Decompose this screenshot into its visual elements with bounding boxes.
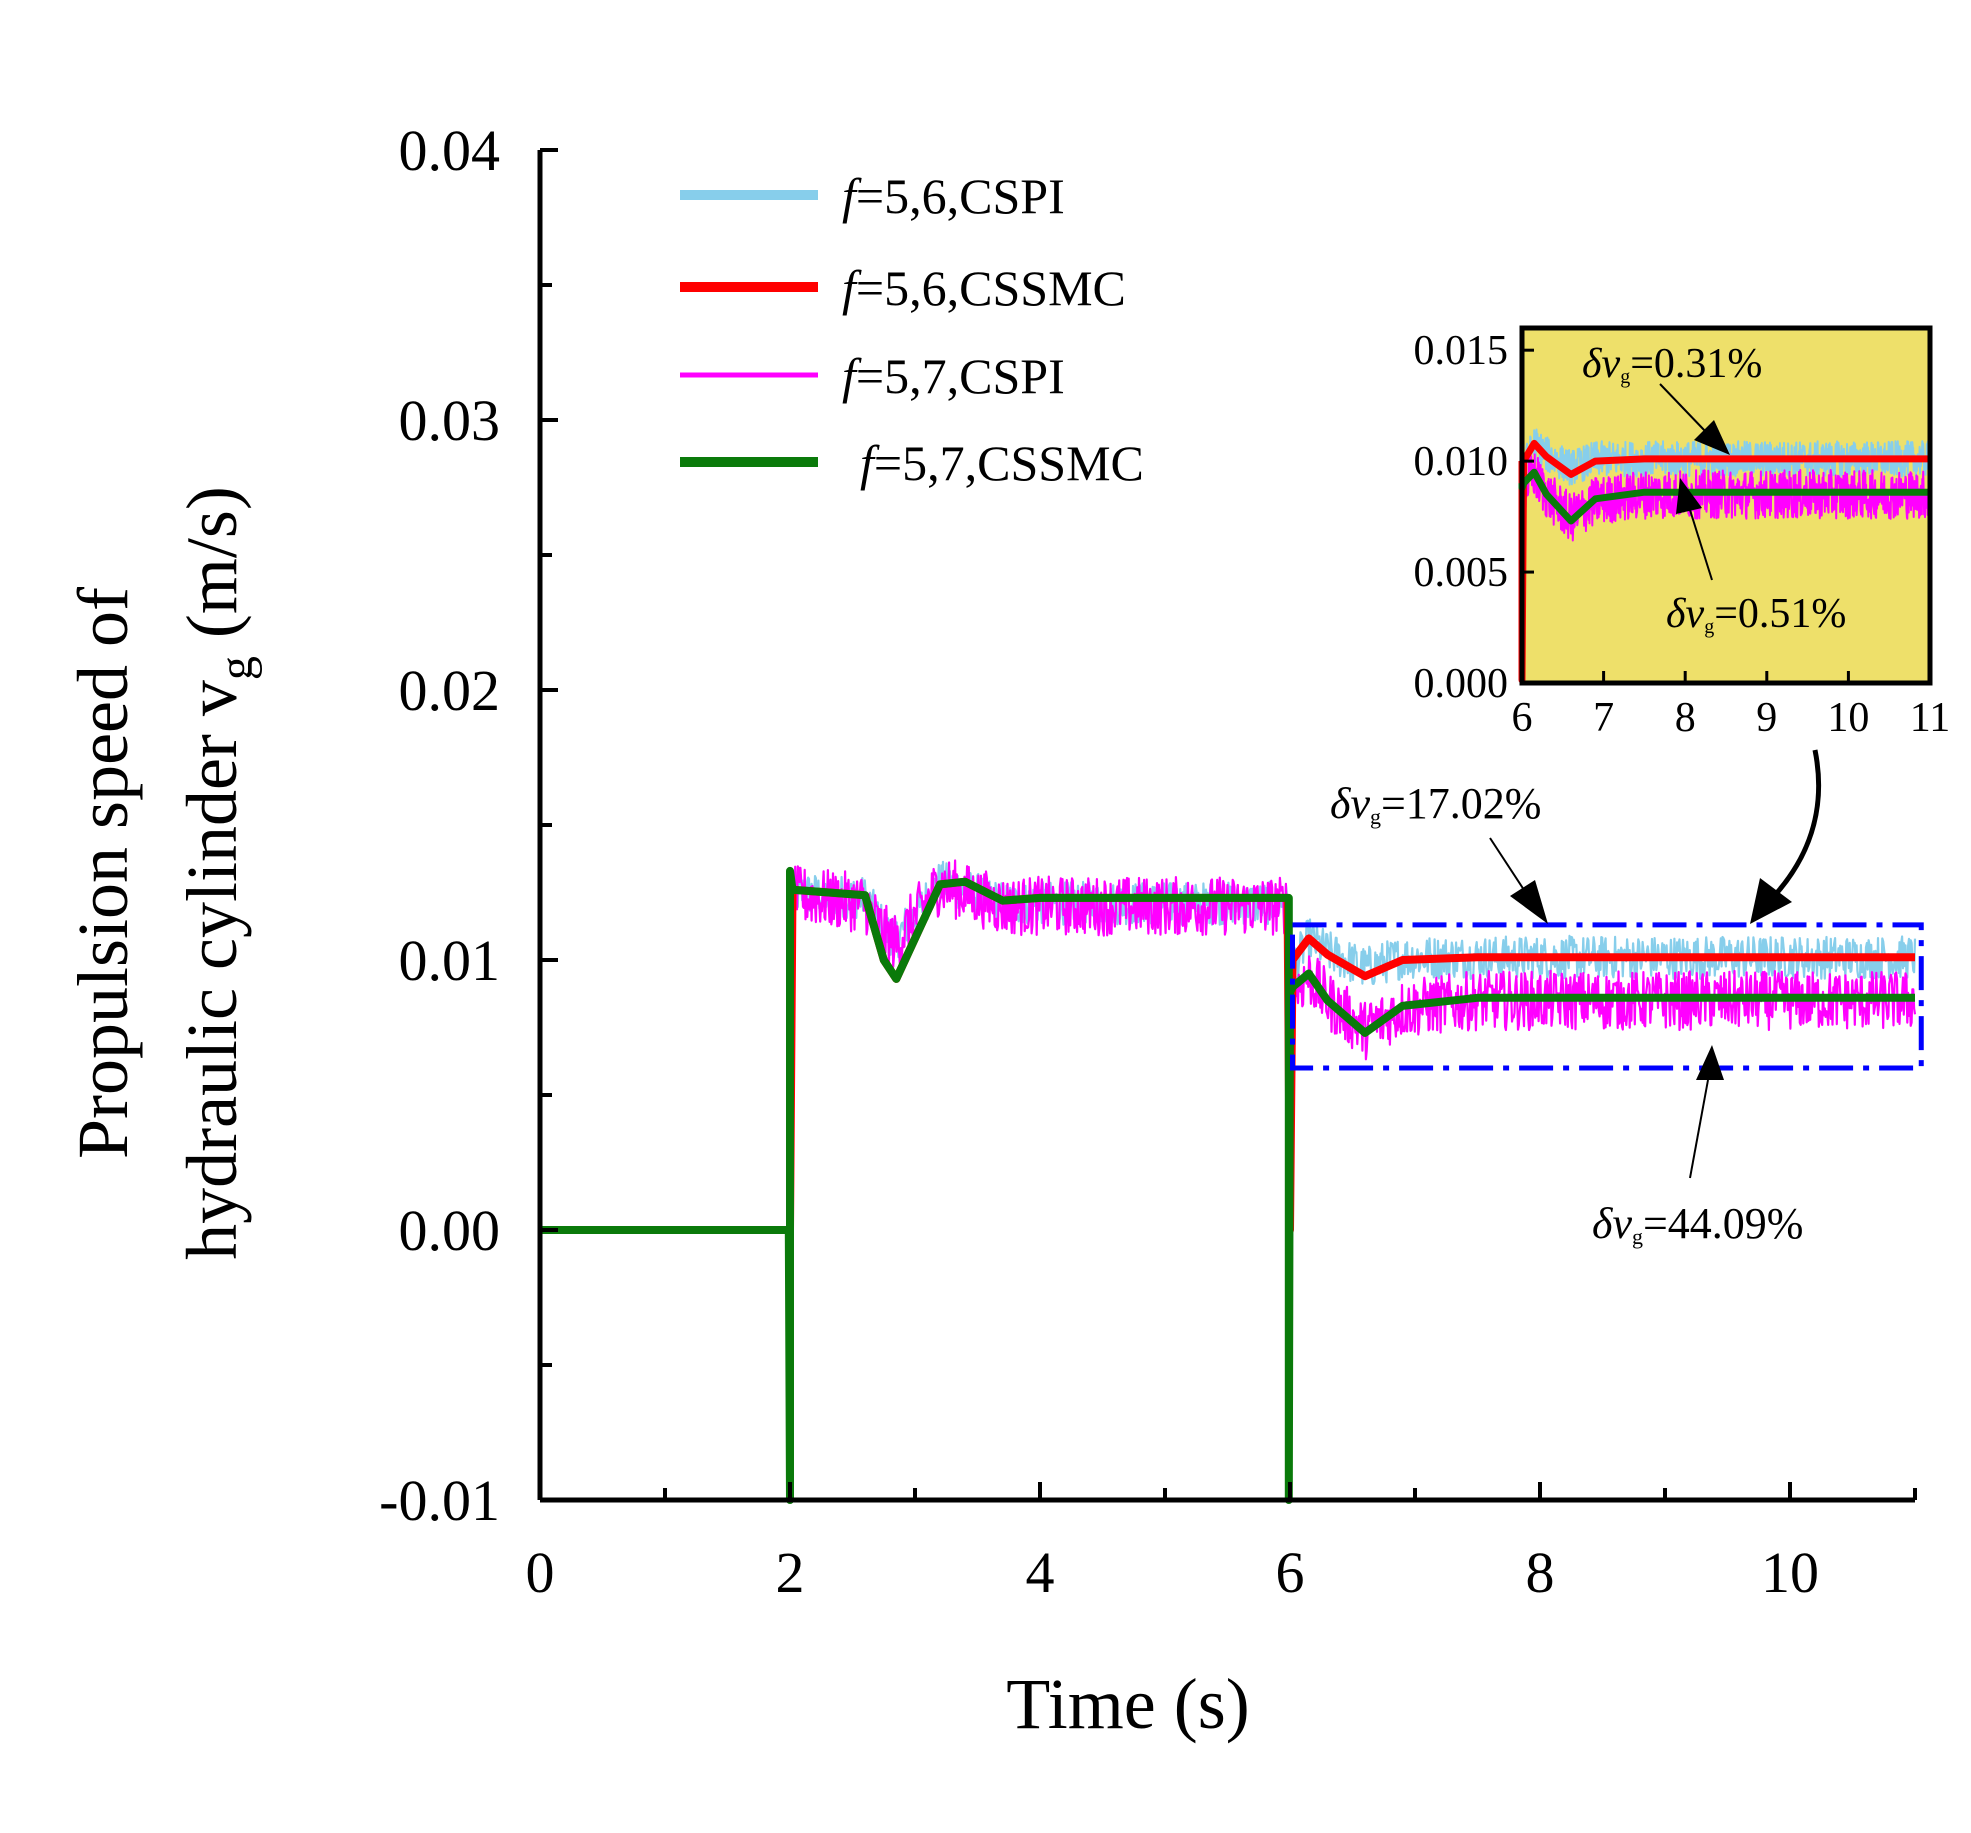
y-axis-title-line1: Propulsion speed of — [63, 587, 143, 1159]
legend-label-text: =5,6,CSPI — [856, 168, 1065, 224]
legend-label-f57-cspi: f=5,7,CSPI — [842, 348, 1065, 404]
annotation-value: =17.02% — [1381, 779, 1541, 828]
y-axis-title-main: hydraulic cylinder v — [172, 680, 252, 1260]
annotation-value: =44.09% — [1643, 1199, 1803, 1248]
annotation-value: =0.51% — [1714, 591, 1846, 637]
y-axis-title-subscript: g — [210, 656, 263, 680]
annotation-leader — [1659, 383, 1707, 433]
annotation-delta: δ — [1582, 341, 1603, 387]
inset-frame — [1519, 325, 1933, 686]
annotation-sub: g — [1632, 1224, 1643, 1249]
y-tick-label: 0.04 — [399, 118, 501, 183]
inset-y-tick-label: 0.010 — [1414, 439, 1509, 485]
inset-y-tick-label: 0.015 — [1414, 328, 1509, 374]
legend-label-f56-cspi: f=5,6,CSPI — [842, 168, 1065, 224]
legend: f=5,6,CSPI f=5,6,CSSMC f=5,7,CSPI f=5,7,… — [680, 168, 1144, 491]
inset-y-tick-group: 0.000 0.005 0.010 0.015 — [1414, 328, 1534, 707]
y-axis-title-line2: hydraulic cylinder vg (m/s) — [172, 486, 263, 1260]
inset-x-tick-group: 6 7 8 9 10 11 — [1512, 671, 1950, 741]
annotation-arrowhead — [1676, 478, 1702, 514]
annotation-v: v — [1686, 591, 1705, 637]
inset-x-tick-label: 7 — [1593, 695, 1614, 741]
legend-label-f57-cssmc: f=5,7,CSSMC — [860, 435, 1144, 491]
legend-label-text: =5,7,CSSMC — [874, 435, 1144, 491]
annotation-leader — [1489, 837, 1529, 897]
annotation-text: δvg=44.09% — [1592, 1199, 1803, 1249]
x-axis-title: Time (s) — [1006, 1664, 1249, 1744]
y-tick-label: 0.00 — [399, 1198, 501, 1263]
annotation-arrowhead — [1694, 420, 1730, 455]
inset-x-tick-label: 6 — [1512, 695, 1533, 741]
inset-x-tick-label: 8 — [1675, 695, 1696, 741]
legend-label-text: =5,6,CSSMC — [856, 260, 1126, 316]
x-tick-label: 10 — [1761, 1540, 1819, 1605]
zoom-callout-arrow — [1773, 749, 1822, 897]
inset-y-tick-label: 0.005 — [1414, 550, 1509, 596]
legend-label-f56-cssmc: f=5,6,CSSMC — [842, 260, 1126, 316]
annotation-leader — [1689, 1079, 1709, 1179]
annotation-text: δvg=0.31% — [1582, 341, 1762, 388]
y-tick-label: 0.02 — [399, 658, 501, 723]
annotation-v: v — [1612, 1199, 1632, 1248]
annotation-text: δvg=0.51% — [1666, 591, 1846, 638]
y-tick-label: -0.01 — [379, 1468, 500, 1533]
main-series-layer — [539, 859, 1917, 1504]
annotation-value: =0.31% — [1630, 341, 1762, 387]
annotation-delta: δ — [1592, 1199, 1614, 1248]
x-tick-label: 4 — [1026, 1540, 1055, 1605]
annotation-v: v — [1602, 341, 1621, 387]
annotation-v: v — [1350, 779, 1370, 828]
annotation-sub: g — [1704, 616, 1714, 638]
annotation-leader — [1689, 509, 1713, 581]
annotation-arrowhead — [1510, 880, 1548, 924]
inset-annotation-deviation-051: δvg=0.51% — [1666, 478, 1846, 638]
series-line — [540, 866, 1915, 1504]
inset-annotation-deviation-031: δvg=0.31% — [1582, 341, 1762, 455]
x-tick-group: 0 2 4 6 8 10 — [526, 1482, 1917, 1605]
x-tick-label: 8 — [1526, 1540, 1555, 1605]
annotation-delta: δ — [1330, 779, 1352, 828]
main-plot: 0 2 4 6 8 10 -0.01 0.00 0.01 0.02 0.03 0.04 Time (… — [63, 118, 1924, 1744]
zoom-region-box — [1290, 922, 1924, 1071]
inset-y-tick-label: 0.000 — [1414, 661, 1509, 707]
annotation-delta: δ — [1666, 591, 1687, 637]
inset-x-tick-label: 10 — [1827, 695, 1869, 741]
y-tick-label: 0.03 — [399, 388, 501, 453]
y-tick-label: 0.01 — [399, 928, 501, 993]
y-axis-title-unit: (m/s) — [172, 486, 252, 656]
inset-x-tick-label: 11 — [1910, 695, 1950, 741]
annotation-sub: g — [1370, 804, 1381, 829]
annotation-text: δvg=17.02% — [1330, 779, 1541, 829]
annotation-sub: g — [1620, 366, 1630, 388]
annotation-arrowhead — [1696, 1045, 1724, 1080]
annotation-deviation-17: δvg=17.02% — [1330, 779, 1548, 924]
x-tick-label: 0 — [526, 1540, 555, 1605]
y-tick-group: -0.01 0.00 0.01 0.02 0.03 0.04 — [379, 118, 558, 1533]
inset-x-tick-label: 9 — [1756, 695, 1777, 741]
x-tick-label: 6 — [1276, 1540, 1305, 1605]
zoom-callout-arrowhead — [1750, 878, 1792, 924]
legend-label-text: =5,7,CSPI — [856, 348, 1065, 404]
annotation-deviation-44: δvg=44.09% — [1592, 1045, 1803, 1249]
x-tick-label: 2 — [776, 1540, 805, 1605]
